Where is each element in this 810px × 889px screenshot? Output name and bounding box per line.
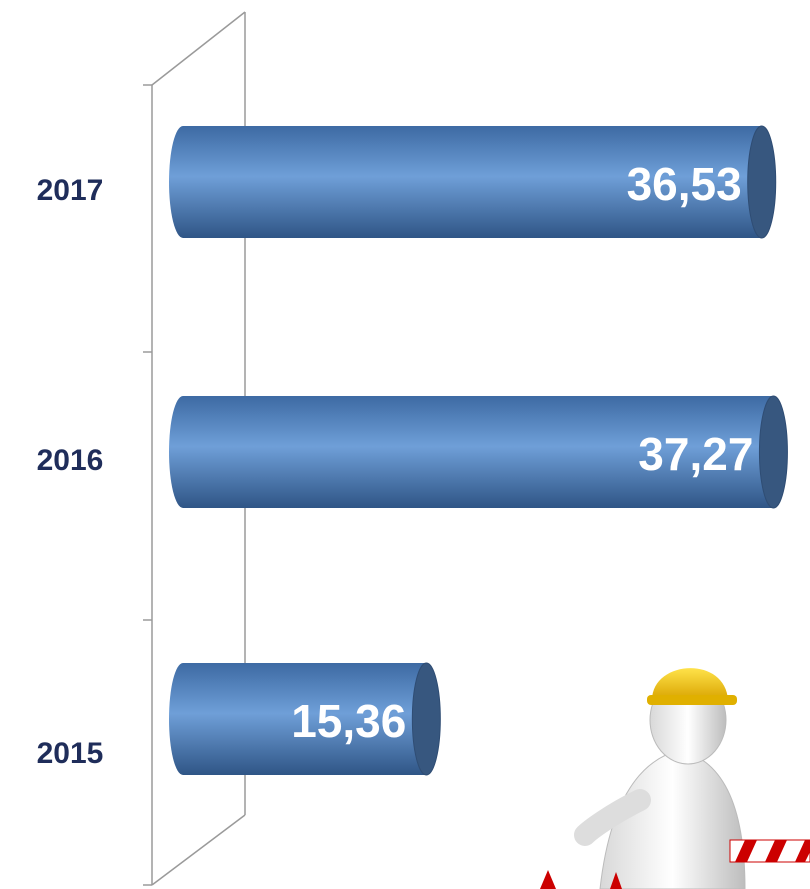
worker-illustration xyxy=(540,668,810,889)
category-label: 2016 xyxy=(37,444,104,477)
value-label: 15,36 xyxy=(291,695,406,747)
bar-end-cap xyxy=(411,662,441,776)
value-label: 37,27 xyxy=(638,428,753,480)
bar-end-cap xyxy=(758,395,788,509)
value-label: 36,53 xyxy=(627,158,742,210)
bar xyxy=(183,663,427,775)
bar xyxy=(183,126,762,238)
bar-end-cap xyxy=(747,125,777,239)
category-label: 2017 xyxy=(37,174,104,207)
category-label: 2015 xyxy=(37,737,104,770)
bar xyxy=(183,396,774,508)
